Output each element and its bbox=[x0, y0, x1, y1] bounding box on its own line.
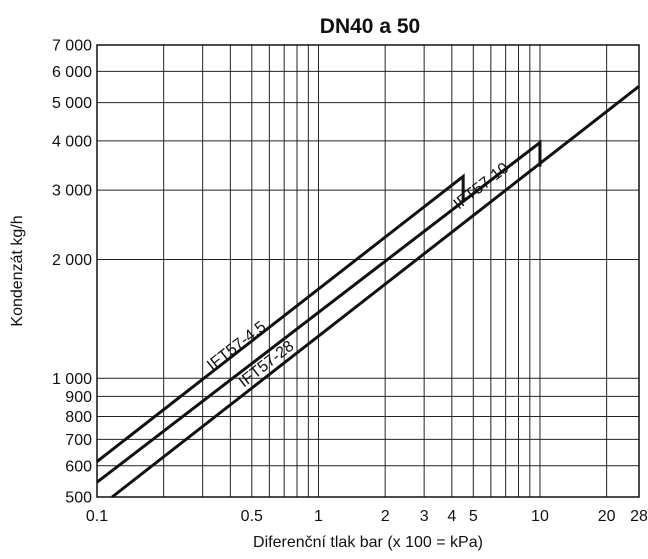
x-tick-labels: 0.1 0.5 1 2 3 4 5 10 20 28 bbox=[86, 508, 648, 525]
y-tick-label: 800 bbox=[65, 409, 92, 426]
y-tick-label: 5 000 bbox=[52, 95, 92, 112]
y-tick-label: 6 000 bbox=[52, 64, 92, 81]
plot-frame bbox=[96, 44, 640, 498]
x-tick-label: 3 bbox=[420, 508, 429, 525]
grid bbox=[97, 44, 639, 497]
series-line-ift57-4-5 bbox=[96, 173, 465, 463]
x-tick-label: 2 bbox=[381, 508, 390, 525]
x-tick-label: 0.1 bbox=[86, 508, 108, 525]
x-tick-label: 0.5 bbox=[241, 508, 263, 525]
series-label-ift57-10: IFT57-10 bbox=[451, 160, 513, 213]
y-tick-label: 900 bbox=[65, 389, 92, 406]
y-tick-label: 500 bbox=[65, 490, 92, 507]
x-tick-label: 1 bbox=[314, 508, 323, 525]
y-tick-label: 700 bbox=[65, 432, 92, 449]
x-tick-label: 20 bbox=[598, 508, 616, 525]
series-line-ift57-10 bbox=[96, 139, 542, 484]
x-tick-label: 10 bbox=[531, 508, 549, 525]
series-group bbox=[96, 85, 640, 499]
y-tick-label: 4 000 bbox=[52, 133, 92, 150]
y-axis-label: Kondenzát kg/h bbox=[9, 215, 26, 326]
x-axis-label: Diferenční tlak bar (x 100 = kPa) bbox=[253, 534, 483, 551]
y-tick-label: 3 000 bbox=[52, 183, 92, 200]
x-tick-label: 28 bbox=[630, 508, 648, 525]
series-line-ift57-28 bbox=[111, 85, 640, 499]
y-tick-label: 600 bbox=[65, 458, 92, 475]
y-tick-label: 7 000 bbox=[52, 38, 92, 55]
chart-title: DN40 a 50 bbox=[320, 15, 420, 38]
y-tick-label: 1 000 bbox=[52, 371, 92, 388]
x-tick-label: 4 bbox=[447, 508, 456, 525]
y-tick-label: 2 000 bbox=[52, 252, 92, 269]
x-tick-label: 5 bbox=[469, 508, 478, 525]
